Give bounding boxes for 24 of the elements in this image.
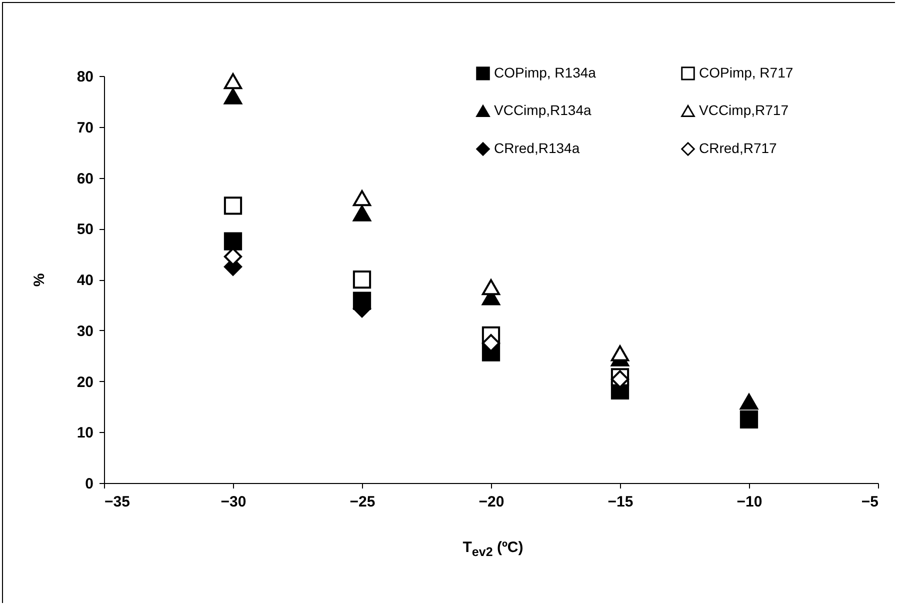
- y-tick-label: 80: [76, 68, 94, 86]
- x-axis-title: T$_{ev2}$ (ºC): [462, 539, 524, 559]
- x-tick-label: −15: [608, 494, 634, 510]
- legend-label: COPimp, R134a: [494, 64, 596, 80]
- y-tick-label: 30: [76, 322, 94, 340]
- x-tick-label: −25: [350, 494, 376, 510]
- x-tick-label: −5: [861, 494, 878, 510]
- y-tick-label: 60: [76, 170, 94, 188]
- y-axis-title: %: [30, 273, 48, 287]
- x-tick-label: −35: [104, 494, 130, 510]
- legend-label: VCCimp,R717: [699, 102, 789, 118]
- legend-label: CRred,R717: [699, 140, 778, 156]
- y-tick-label: 20: [76, 374, 94, 391]
- legend-label: VCCimp,R134a: [494, 102, 592, 118]
- legend-label: CRred,R134a: [494, 140, 580, 156]
- x-tick-label: −10: [736, 494, 762, 510]
- y-tick-label: 50: [76, 221, 94, 238]
- y-tick-label: 10: [76, 424, 94, 442]
- y-tick-label: 0: [85, 476, 94, 492]
- x-tick-label: −30: [220, 494, 246, 510]
- y-tick-label: 70: [76, 119, 94, 136]
- x-tick-label: −20: [478, 494, 504, 510]
- legend-label: COPimp, R717: [699, 64, 794, 80]
- y-tick-label: 40: [76, 272, 94, 289]
